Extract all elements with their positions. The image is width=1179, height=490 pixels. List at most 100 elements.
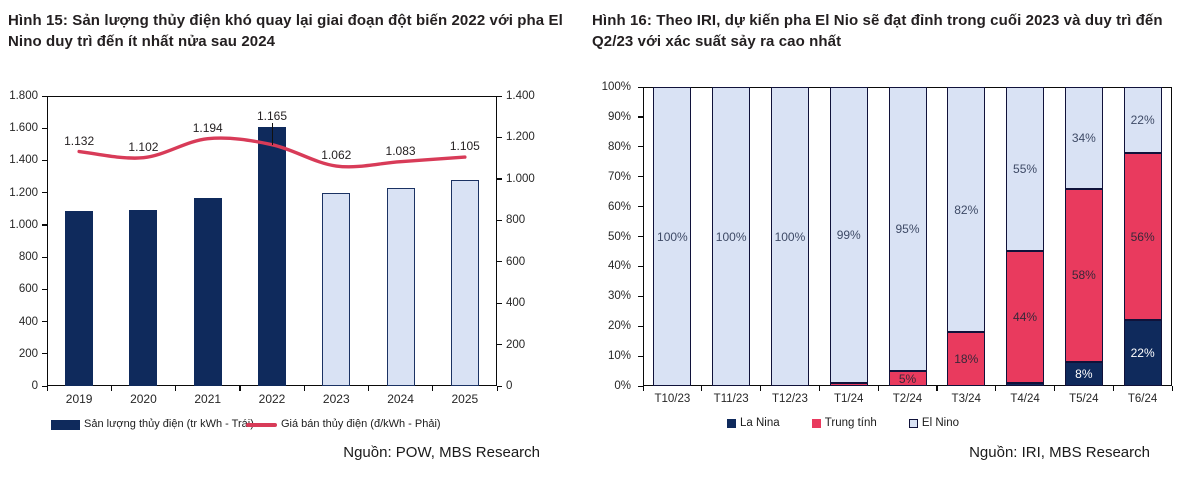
line-point-label-2022: 1.165 [256,108,288,123]
segment-label-T4/24: 44% [1013,310,1038,325]
legend-swatch-hydro-output [51,420,80,430]
line-point-label-2021: 1.194 [192,120,223,135]
legend-label-trung-tinh: Trung tính [824,417,877,429]
segment-label-T11/23: 100% [715,229,747,244]
segment-label-T1/24: 99% [836,228,861,242]
legend-label-el-nino: El Nino [921,417,959,429]
segment-la-nina-T4/24 [1006,383,1045,386]
y-axis-right-tickmark [497,302,502,304]
y-axis-right-tickmark [497,95,502,97]
segment-label-T6/24: 22% [1130,112,1155,127]
segment-trung-tính-T1/24 [829,383,868,386]
hydro-price-line [77,136,467,169]
figure-16-legend: La Nina Trung tính El Nino [727,416,959,430]
segment-la-nina-T6/24 [1123,320,1162,386]
segment-label-T2/24: 5% [898,371,917,386]
x-axis-label-2023: 2023 [322,392,350,406]
segment-el-nino-T3/24 [947,87,986,333]
segment-trung-tính-T5/24 [1064,188,1103,363]
y-axis-tickmark [638,146,643,148]
y-axis-right-tick-label: 1.400 [506,90,535,102]
line-point-label-2023: 1.062 [321,148,352,162]
y-axis-tickmark [638,86,643,88]
x-axis-tickmark [303,386,305,391]
segment-la-nina-T5/24 [1064,362,1103,386]
x-axis-tickmark [642,386,644,391]
x-axis-tickmark [701,386,703,391]
figure-16-title: Hình 16: Theo IRI, dự kiến pha El Nio sẽ… [592,12,1163,50]
y-axis-right-tick-label: 200 [506,338,526,351]
segment-label-T10/23: 100% [657,229,688,244]
y-axis-tick-label: 90% [607,110,631,123]
y-axis-tick-label: 60% [607,200,631,213]
y-axis-left-tick-label: 1.200 [9,186,38,199]
x-axis-tickmark [432,386,434,391]
segment-el-nino-T6/24 [1123,87,1162,153]
x-axis-tickmark [46,386,48,391]
x-axis-label-T10/23: T10/23 [654,393,691,405]
y-axis-tick-label: 50% [607,230,631,243]
x-axis-tickmark [760,386,762,391]
x-axis-label-2019: 2019 [65,392,93,406]
y-axis-tickmark [638,325,643,327]
line-point-label-2024: 1.083 [385,143,416,158]
y-axis-right-tick-label: 600 [506,255,526,268]
y-axis-tickmark [638,295,643,297]
y-axis-tick-label: 100% [601,81,631,93]
x-axis-label-T1/24: T1/24 [834,393,864,405]
y-axis-left-tick-label: 1.800 [9,90,38,102]
line-point-label-2025: 1.105 [449,139,480,154]
y-axis-tick-label: 40% [607,260,631,273]
figure-15-source: Nguồn: POW, MBS Research [343,444,540,461]
segment-el-nino-T12/23 [770,87,809,386]
x-axis-tickmark [818,386,821,391]
y-axis-tick-label: 30% [607,290,631,303]
y-axis-tickmark [638,265,643,268]
y-axis-tickmark [638,206,643,208]
line-point-label-2019: 1.132 [64,133,95,148]
y-axis-right-tick-label: 1.000 [506,172,535,185]
y-axis-left-tick-label: 0 [31,380,38,392]
segment-trung-tính-T6/24 [1123,152,1162,321]
legend-swatch-hydro-price-line [246,423,277,427]
segment-label-T3/24: 18% [954,352,979,367]
x-axis-label-2022: 2022 [258,392,286,406]
segment-el-nino-T1/24 [829,87,868,383]
y-axis-left-tickmark [42,127,47,129]
y-axis-left-tickmark [42,224,47,226]
y-axis-left-tickmark [42,353,47,355]
legend-item-el-nino: El Nino [908,416,959,430]
legend-item-la-nina: La Nina [727,416,780,430]
x-axis-tickmark [1053,386,1056,391]
x-axis-label-T5/24: T5/24 [1069,393,1099,405]
label-leader-line [272,122,273,145]
segment-label-T6/24: 22% [1130,346,1155,361]
segment-label-T5/24: 8% [1075,367,1093,382]
bar-2019 [65,211,94,386]
hydro-price-line-path [77,136,467,169]
x-axis-tickmark [995,386,997,391]
x-axis-label-T4/24: T4/24 [1010,393,1040,405]
x-axis-tickmark [1171,386,1173,391]
line-point-label-2020: 1.102 [128,139,159,154]
bar-2025 [450,179,479,386]
legend-swatch-la-nina [727,418,736,428]
y-axis-right-tickmark [497,219,502,221]
segment-label-T6/24: 56% [1130,229,1155,244]
x-axis-label-T2/24: T2/24 [892,393,923,405]
segment-el-nino-T5/24 [1064,87,1103,189]
x-axis-label-2025: 2025 [451,392,479,406]
legend-swatch-trung-tinh [811,418,821,428]
bar-2020 [129,209,158,386]
x-axis-tickmark [239,386,241,391]
bar-2023 [322,192,351,386]
x-axis-label-T3/24: T3/24 [951,393,981,405]
y-axis-right-tick-label: 400 [506,297,526,310]
y-axis-left-tickmark [42,95,47,97]
figure-15-title: Hình 15: Sản lượng thủy điện khó quay lạ… [8,12,563,50]
bar-2021 [193,198,222,386]
y-axis-tickmark [638,385,643,387]
segment-trung-tính-T3/24 [947,332,986,386]
y-axis-left-tickmark [42,256,47,258]
legend-swatch-el-nino [908,418,918,428]
